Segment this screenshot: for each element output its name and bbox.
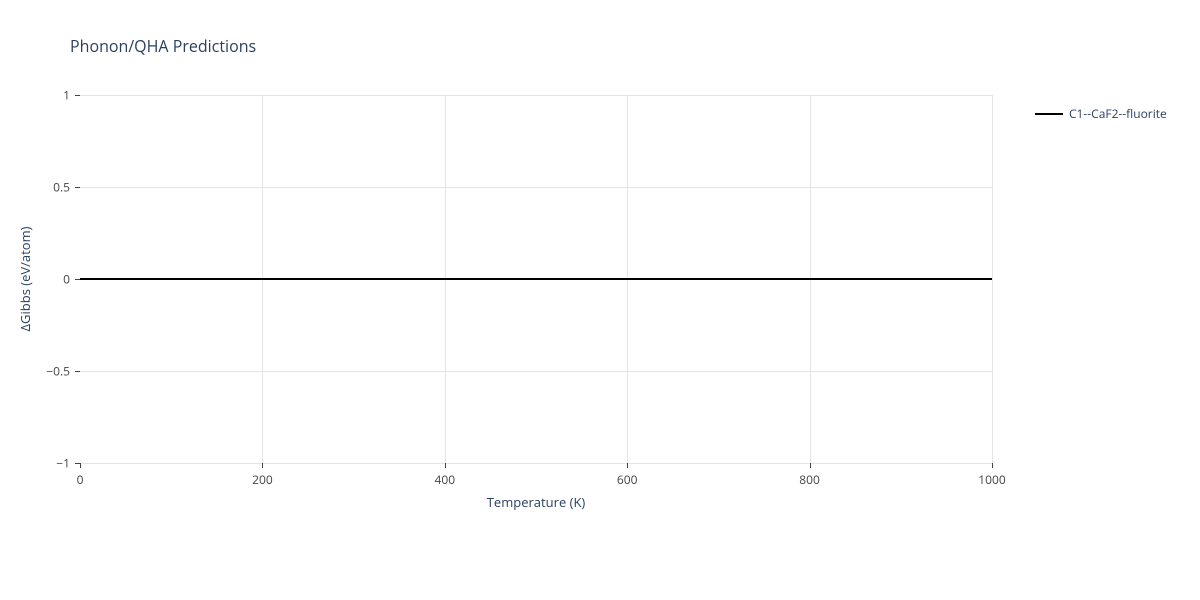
x-tick-label: 400 bbox=[435, 471, 456, 488]
x-tick-label: 1000 bbox=[978, 471, 1005, 488]
gridline-horizontal bbox=[80, 463, 992, 464]
x-tick-label: 600 bbox=[617, 471, 638, 488]
x-axis-title: Temperature (K) bbox=[487, 493, 586, 511]
y-tick-label: −1 bbox=[40, 455, 70, 472]
x-tick-mark bbox=[262, 463, 263, 468]
y-tick-label: −0.5 bbox=[40, 363, 70, 380]
x-tick-mark bbox=[992, 463, 993, 468]
y-tick-mark bbox=[75, 371, 80, 372]
y-tick-mark bbox=[75, 187, 80, 188]
legend-label: C1--CaF2--fluorite bbox=[1069, 105, 1167, 122]
x-tick-label: 800 bbox=[799, 471, 820, 488]
x-tick-mark bbox=[445, 463, 446, 468]
y-tick-mark bbox=[75, 279, 80, 280]
chart-container: Phonon/QHA Predictions 0 200 400 600 800 1000… bbox=[0, 0, 1200, 600]
y-tick-label: 0.5 bbox=[40, 179, 70, 196]
x-tick-label: 0 bbox=[77, 471, 84, 488]
y-axis-title: ΔGibbs (eV/atom) bbox=[16, 227, 34, 332]
legend-item[interactable]: C1--CaF2--fluorite bbox=[1035, 105, 1167, 122]
gridline-vertical bbox=[992, 95, 993, 463]
x-tick-mark bbox=[810, 463, 811, 468]
gridline-horizontal bbox=[80, 371, 992, 372]
chart-title: Phonon/QHA Predictions bbox=[70, 35, 256, 57]
gridline-horizontal bbox=[80, 95, 992, 96]
legend[interactable]: C1--CaF2--fluorite bbox=[1035, 105, 1167, 122]
gridline-horizontal bbox=[80, 187, 992, 188]
legend-swatch bbox=[1035, 113, 1063, 115]
y-tick-mark bbox=[75, 463, 80, 464]
x-tick-mark bbox=[627, 463, 628, 468]
y-tick-label: 0 bbox=[40, 271, 70, 288]
plot-area[interactable] bbox=[80, 95, 992, 463]
x-tick-mark bbox=[80, 463, 81, 468]
y-tick-mark bbox=[75, 95, 80, 96]
x-tick-label: 200 bbox=[252, 471, 273, 488]
series-line[interactable] bbox=[80, 278, 992, 280]
y-tick-label: 1 bbox=[40, 87, 70, 104]
